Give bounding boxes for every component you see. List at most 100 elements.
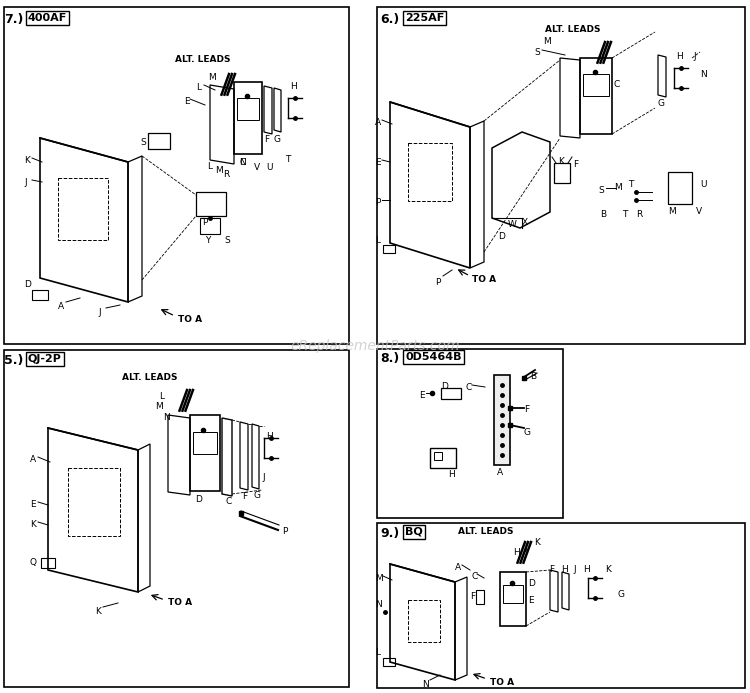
Text: A: A [58,302,64,311]
Text: F: F [573,160,578,169]
Text: 8.): 8.) [380,352,399,365]
Text: C: C [225,497,231,506]
Text: ALT. LEADS: ALT. LEADS [458,527,514,536]
Text: J: J [24,178,27,187]
Bar [41,558,55,568]
Text: M: M [543,37,550,46]
Text: K: K [95,607,100,616]
Text: E: E [375,158,380,167]
Bar [476,590,484,604]
Text: C: C [614,80,620,89]
Text: P: P [282,527,287,536]
Text: F: F [549,565,554,574]
Text: L: L [375,236,380,245]
Text: N: N [163,413,170,422]
Text: V: V [254,163,260,172]
Text: C: C [466,383,472,392]
Bar [408,600,440,642]
Bar [196,192,226,216]
Text: J: J [693,52,696,61]
Text: A: A [375,118,381,127]
Text: H: H [513,548,520,557]
Bar [554,163,570,183]
Bar [500,572,526,626]
Text: F: F [470,592,476,601]
Text: N: N [239,158,246,167]
Text: B: B [600,210,606,219]
Bar [190,415,220,491]
Text: H: H [266,432,273,441]
Text: H: H [583,565,590,574]
Text: N: N [375,600,382,609]
Bar [430,448,456,468]
Text: S: S [224,236,230,245]
Text: D: D [441,382,448,391]
Text: G: G [253,491,260,500]
Text: F: F [524,405,530,414]
Text: L: L [207,162,212,171]
Text: T: T [628,180,633,189]
Text: A: A [455,563,461,572]
Text: T: T [285,155,290,164]
Text: eReplacementParts.com: eReplacementParts.com [290,339,460,353]
Text: 225AF: 225AF [405,13,444,23]
Text: S: S [598,186,604,195]
Text: H: H [290,82,297,91]
Text: S: S [534,48,540,57]
Text: M: M [614,183,622,192]
Text: N: N [422,680,429,689]
Text: N: N [700,70,706,79]
Bar [193,432,217,454]
Text: J: J [98,308,100,317]
Text: K: K [30,520,36,529]
Text: A: A [30,455,36,464]
Bar [4,7,349,344]
Text: C: C [472,572,478,581]
Text: K: K [534,538,540,547]
Text: ALT. LEADS: ALT. LEADS [545,25,601,34]
Bar [383,245,395,253]
Bar [580,58,612,134]
Text: K: K [605,565,610,574]
Text: D: D [195,495,202,504]
Text: G: G [658,99,665,108]
Text: TO A: TO A [490,678,514,687]
Bar [668,172,692,204]
Text: E: E [528,596,534,605]
Text: L: L [159,392,164,401]
Bar [377,523,745,688]
Text: R: R [223,170,230,179]
Text: 400AF: 400AF [28,13,68,23]
Text: 7.): 7.) [4,13,23,26]
Bar [383,658,395,666]
Text: M: M [215,166,223,175]
Text: G: G [274,135,281,144]
Text: V: V [696,207,702,216]
Bar [32,290,48,300]
Text: P: P [375,198,380,207]
Bar [4,350,349,687]
Text: J: J [573,565,576,574]
Text: G: G [524,428,531,437]
Text: K: K [24,156,30,165]
Text: E: E [184,97,190,106]
Text: T: T [622,210,627,219]
Text: G: G [618,590,625,599]
Text: H: H [676,52,682,61]
Bar [58,178,108,240]
Text: 0D5464B: 0D5464B [405,352,461,362]
Bar [377,7,745,344]
Text: X: X [522,218,528,227]
Text: H: H [448,470,454,479]
Text: F: F [242,492,248,501]
Text: U: U [700,180,706,189]
Text: Q: Q [30,558,37,567]
Bar [234,82,262,154]
Text: ALT. LEADS: ALT. LEADS [122,373,178,382]
Bar [148,133,170,149]
Bar [441,388,461,399]
Text: Y: Y [205,236,210,245]
Text: U: U [266,163,272,172]
Bar [494,375,510,465]
Bar [237,98,259,120]
